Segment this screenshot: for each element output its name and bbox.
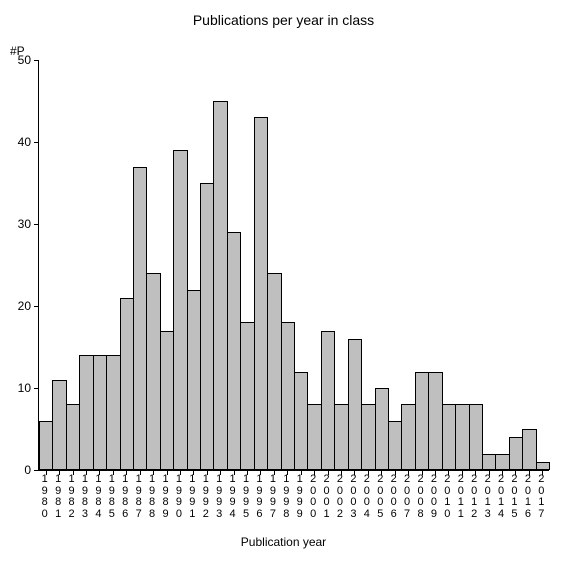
bar xyxy=(388,421,402,470)
x-tick-label: 2005 xyxy=(374,474,387,520)
bar xyxy=(281,322,295,470)
y-tick xyxy=(34,142,39,143)
x-tick-label: 1985 xyxy=(105,474,118,520)
publications-bar-chart: Publications per year in class #P 010203… xyxy=(0,0,567,567)
bar xyxy=(334,404,348,470)
x-tick-label: 1982 xyxy=(65,474,78,520)
bars-group xyxy=(39,60,549,470)
x-tick-label: 2003 xyxy=(347,474,360,520)
bar xyxy=(213,101,227,470)
x-tick-label: 2008 xyxy=(414,474,427,520)
x-tick-label: 2016 xyxy=(521,474,534,520)
bar xyxy=(254,117,268,470)
bar xyxy=(160,331,174,470)
bar xyxy=(495,454,509,470)
bar xyxy=(146,273,160,470)
x-tick-labels: 1980198119821983198419851986198719881989… xyxy=(38,474,548,520)
bar xyxy=(187,290,201,470)
x-tick-label: 2007 xyxy=(400,474,413,520)
bar xyxy=(106,355,120,470)
bar xyxy=(79,355,93,470)
bar xyxy=(321,331,335,470)
bar xyxy=(442,404,456,470)
bar xyxy=(227,232,241,470)
x-tick-label: 2011 xyxy=(454,474,467,520)
x-tick-label: 1987 xyxy=(132,474,145,520)
bar xyxy=(522,429,536,470)
x-tick-label: 1992 xyxy=(199,474,212,520)
x-tick-label: 1990 xyxy=(172,474,185,520)
plot-area: 01020304050 xyxy=(38,60,549,471)
bar xyxy=(93,355,107,470)
x-tick-label: 1991 xyxy=(186,474,199,520)
x-tick-label: 2017 xyxy=(535,474,548,520)
x-tick-label: 1995 xyxy=(239,474,252,520)
x-tick-label: 2010 xyxy=(441,474,454,520)
bar xyxy=(428,372,442,470)
bar xyxy=(267,273,281,470)
x-tick-label: 2013 xyxy=(481,474,494,520)
x-tick-label: 1986 xyxy=(119,474,132,520)
x-tick-label: 1983 xyxy=(78,474,91,520)
bar xyxy=(200,183,214,470)
bar xyxy=(348,339,362,470)
chart-title: Publications per year in class xyxy=(0,12,567,28)
x-tick-label: 1981 xyxy=(51,474,64,520)
y-tick-label: 20 xyxy=(18,299,31,313)
y-tick-label: 40 xyxy=(18,135,31,149)
x-tick-label: 1998 xyxy=(280,474,293,520)
y-tick-label: 50 xyxy=(18,53,31,67)
x-tick-label: 2001 xyxy=(320,474,333,520)
y-tick-label: 30 xyxy=(18,217,31,231)
bar xyxy=(482,454,496,470)
y-tick xyxy=(34,60,39,61)
bar xyxy=(294,372,308,470)
y-tick xyxy=(34,388,39,389)
bar xyxy=(509,437,523,470)
x-tick-label: 2012 xyxy=(468,474,481,520)
bar xyxy=(39,421,53,470)
x-tick-label: 2006 xyxy=(387,474,400,520)
x-tick-label: 1997 xyxy=(266,474,279,520)
bar xyxy=(469,404,483,470)
x-tick-label: 1984 xyxy=(92,474,105,520)
x-tick-label: 2000 xyxy=(306,474,319,520)
y-tick xyxy=(34,224,39,225)
y-tick-label: 0 xyxy=(24,463,31,477)
x-tick-label: 1980 xyxy=(38,474,51,520)
x-tick-label: 1988 xyxy=(145,474,158,520)
x-axis-label: Publication year xyxy=(0,535,567,549)
x-tick-label: 2004 xyxy=(360,474,373,520)
x-tick-label: 1994 xyxy=(226,474,239,520)
bar xyxy=(52,380,66,470)
x-tick-label: 2002 xyxy=(333,474,346,520)
y-tick xyxy=(34,470,39,471)
bar xyxy=(415,372,429,470)
bar xyxy=(240,322,254,470)
bar xyxy=(401,404,415,470)
bar xyxy=(536,462,550,470)
bar xyxy=(133,167,147,470)
x-tick-label: 1989 xyxy=(159,474,172,520)
x-tick-label: 2015 xyxy=(508,474,521,520)
x-tick-label: 2009 xyxy=(427,474,440,520)
bar xyxy=(361,404,375,470)
x-tick-label: 1999 xyxy=(293,474,306,520)
bar xyxy=(173,150,187,470)
y-tick xyxy=(34,306,39,307)
bar xyxy=(66,404,80,470)
x-tick-label: 1996 xyxy=(253,474,266,520)
x-tick-label: 2014 xyxy=(494,474,507,520)
x-tick-label: 1993 xyxy=(212,474,225,520)
bar xyxy=(455,404,469,470)
bar xyxy=(307,404,321,470)
y-tick-label: 10 xyxy=(18,381,31,395)
bar xyxy=(120,298,134,470)
bar xyxy=(375,388,389,470)
